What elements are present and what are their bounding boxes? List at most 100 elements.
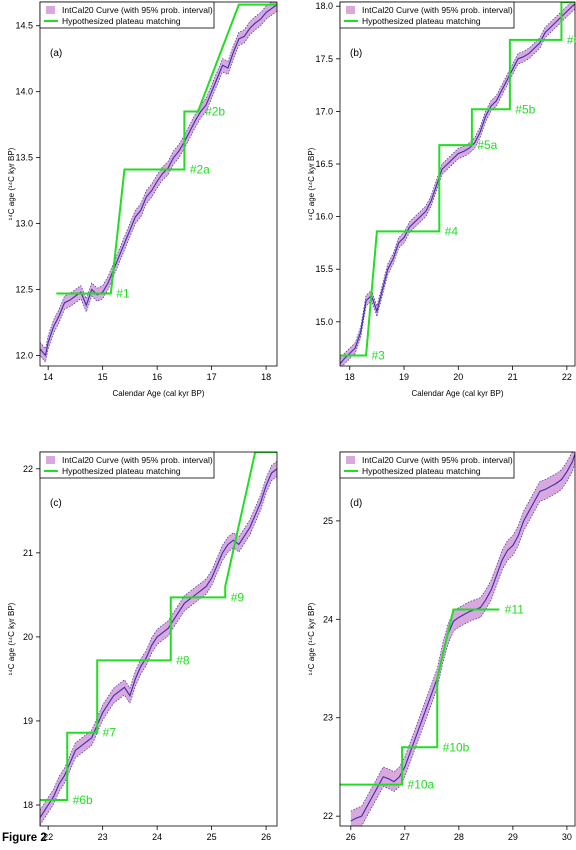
legend: IntCal20 Curve (with 95% prob. interval)…: [339, 1, 515, 29]
legend-curve-label: IntCal20 Curve (with 95% prob. interval): [62, 5, 213, 15]
intcal20-curve-line: [340, 3, 575, 365]
x-tick-label: 16: [152, 372, 162, 382]
x-tick-label: 14: [43, 372, 53, 382]
plateau-annotation: #2a: [190, 162, 210, 176]
y-tick-label: 15.0: [315, 317, 333, 327]
y-tick-label: 23: [323, 713, 333, 723]
y-tick-label: 19: [23, 716, 33, 726]
y-tick-label: 18: [23, 800, 33, 810]
intcal20-curve-line: [40, 468, 277, 818]
y-tick-label: 12.5: [15, 285, 33, 295]
plateau-annotation: #6: [567, 33, 576, 47]
x-axis-label: Calendar Age (cal kyr BP): [112, 389, 204, 398]
upper-bound-line: [350, 452, 573, 812]
y-axis-label: ¹⁴C age (¹⁴C kyr BP): [307, 147, 316, 220]
y-tick-label: 15.5: [315, 264, 333, 274]
y-tick-label: 17.5: [315, 54, 333, 64]
legend-box: [39, 1, 215, 29]
plateau-line: [340, 608, 500, 786]
chart-panel-0: #1 #2a #2b 14 15 16 17 18 12.0 12.5 13.0 13.5 14.0 14…: [7, 1, 278, 398]
plateau-annotation: #4: [445, 224, 459, 238]
legend-box: [339, 451, 515, 479]
x-tick-label: 27: [400, 832, 410, 842]
lower-bound-line: [40, 476, 277, 826]
chart-panel-1: #3 #4 #5a #5b #6 18 19 20 21 22 15.0 15.5 16.0 16.5 17…: [307, 1, 576, 398]
plot-area: [40, 2, 277, 363]
plateau-annotation: #5a: [477, 138, 497, 152]
panel-label: (a): [50, 48, 62, 59]
legend: IntCal20 Curve (with 95% prob. interval)…: [39, 1, 215, 29]
x-tick-label: 25: [207, 832, 217, 842]
y-tick-label: 18.0: [315, 1, 333, 11]
upper-bound-line: [340, 2, 572, 359]
legend-box: [39, 451, 215, 479]
intcal20-curve-line: [40, 4, 277, 357]
legend-curve-label: IntCal20 Curve (with 95% prob. interval): [362, 5, 513, 15]
y-tick-label: 13.0: [15, 219, 33, 229]
x-tick-label: 17: [207, 372, 217, 382]
plateau-annotation: #7: [103, 726, 117, 740]
legend-band-swatch: [346, 456, 355, 464]
y-tick-label: 17.0: [315, 106, 333, 116]
x-tick-label: 22: [562, 372, 572, 382]
legend: IntCal20 Curve (with 95% prob. interval)…: [39, 451, 215, 479]
y-tick-label: 20: [23, 632, 33, 642]
y-tick-label: 12.0: [15, 350, 33, 360]
x-tick-label: 18: [345, 372, 355, 382]
x-tick-label: 23: [98, 832, 108, 842]
lower-bound-line: [360, 463, 575, 826]
plateau-line: [56, 3, 277, 295]
plot-area: [40, 452, 277, 826]
chart-panel-2: #6b#7#8#922232425261819202122Calendar Ag…: [7, 451, 278, 850]
probability-band: [340, 2, 575, 366]
y-tick-label: 14.0: [15, 87, 33, 97]
legend-band-swatch: [46, 456, 55, 464]
chart-panel-3: #10a#10b#11262728293022232425Calendar Ag…: [307, 451, 576, 850]
plateau-annotation: #10b: [443, 740, 470, 754]
x-tick-label: 24: [152, 832, 162, 842]
plot-area: [340, 452, 575, 826]
y-tick-label: 16.0: [315, 212, 333, 222]
plateau-annotation: #5b: [515, 102, 535, 116]
y-tick-label: 13.5: [15, 153, 33, 163]
lower-bound-line: [40, 10, 277, 363]
x-tick-label: 21: [508, 372, 518, 382]
x-tick-label: 19: [399, 372, 409, 382]
plateau-line: [340, 2, 575, 357]
legend-box: [339, 1, 515, 29]
y-axis-label: ¹⁴C age (¹⁴C kyr BP): [7, 147, 16, 220]
y-tick-label: 22: [23, 464, 33, 474]
plateau-annotation: #9: [231, 590, 245, 604]
plateau-annotation: #6b: [73, 793, 93, 807]
legend-band-swatch: [46, 6, 55, 14]
plateau-annotation: #8: [176, 653, 190, 667]
figure-label: Figure 2: [2, 832, 47, 844]
x-tick-label: 26: [346, 832, 356, 842]
plateau-annotation: #3: [371, 348, 385, 362]
panel-label: (c): [50, 498, 62, 509]
legend-curve-label: IntCal20 Curve (with 95% prob. interval): [62, 455, 213, 465]
probability-band: [350, 452, 575, 826]
lower-bound-line: [342, 9, 575, 366]
legend-curve-label: IntCal20 Curve (with 95% prob. interval): [362, 455, 513, 465]
plateau-annotation: #2b: [205, 104, 225, 118]
panel-label: (b): [350, 48, 362, 59]
legend: IntCal20 Curve (with 95% prob. interval)…: [339, 451, 515, 479]
x-tick-label: 26: [261, 832, 271, 842]
y-tick-label: 16.5: [315, 159, 333, 169]
x-tick-label: 18: [261, 372, 271, 382]
plateau-annotation: #10a: [408, 778, 435, 792]
legend-plateau-label: Hypothesized plateau matching: [362, 466, 481, 476]
plateau-annotation: #1: [116, 286, 130, 300]
x-tick-label: 22: [43, 832, 53, 842]
legend-plateau-label: Hypothesized plateau matching: [362, 16, 481, 26]
y-axis-label: ¹⁴C age (¹⁴C kyr BP): [7, 602, 16, 675]
legend-plateau-label: Hypothesized plateau matching: [62, 466, 181, 476]
x-tick-label: 20: [453, 372, 463, 382]
y-tick-label: 25: [323, 516, 333, 526]
y-tick-label: 21: [23, 548, 33, 558]
y-tick-label: 14.5: [15, 21, 33, 31]
upper-bound-line: [40, 2, 273, 350]
x-axis-label: Calendar Age (cal kyr BP): [411, 389, 503, 398]
